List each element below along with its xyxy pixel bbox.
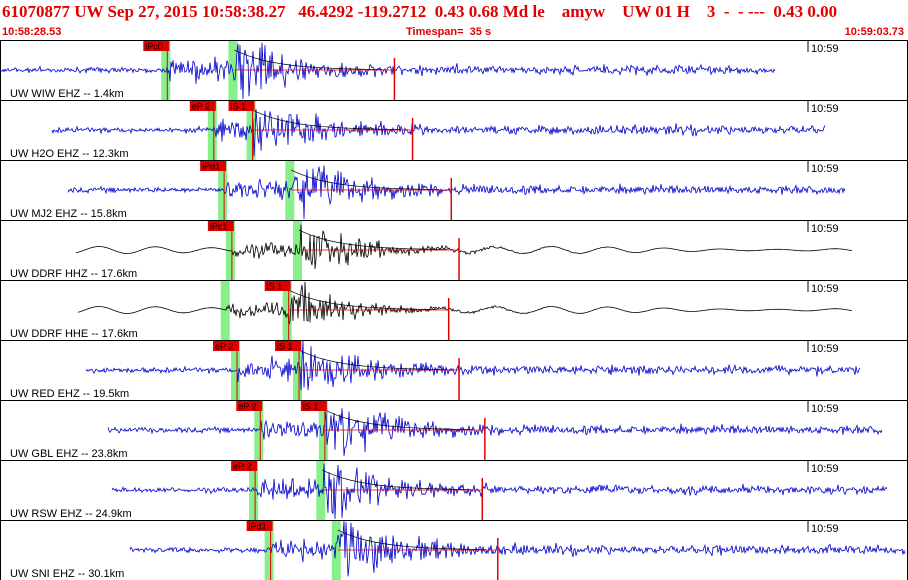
coda-curve [288,289,437,310]
pick-label: iPc0 [145,42,163,52]
station-label: UW DDRF HHZ -- 17.6km [10,268,137,280]
time-tick-label: 10:59 [811,163,839,175]
pick-flag[interactable] [236,401,263,411]
pick-flag[interactable] [207,221,234,231]
trace-panel[interactable]: eP 2 iS 1 10:59 UW GBL EHZ -- 23.8km [0,400,908,461]
trace-panel[interactable]: eP 2 10:59 UW RSW EHZ -- 24.9km [0,460,908,521]
waveform [75,224,853,270]
pick-flag[interactable] [231,461,258,471]
waveform [51,109,826,157]
waveform [111,463,888,520]
trace-panel[interactable]: iS 1 10:59 UW DDRF HHE -- 17.6km [0,280,908,341]
pick-flag[interactable] [228,101,255,111]
pick-window [264,521,274,580]
pick-label: iS 1 [277,342,293,352]
pick-label: iS 1 [267,282,283,292]
waveform [77,281,853,325]
pick-window [331,521,341,580]
pick-flag[interactable] [275,341,302,351]
pick-window [293,341,303,400]
station-label: UW MJ2 EHZ -- 15.8km [10,208,127,220]
pick-label: iS 1 [303,402,319,412]
pick-flag[interactable] [246,521,273,531]
pick-label: iS 1 [231,102,247,112]
waveform [0,42,776,100]
waveform [67,165,846,220]
pick-window [220,281,230,340]
pick-label: eP 2 [192,102,210,112]
waveform [85,340,861,391]
pick-flag[interactable] [213,341,240,351]
pick-flag[interactable] [189,101,216,111]
time-tick-label: 10:59 [811,403,839,415]
coda-curve [298,349,447,370]
trace-panel[interactable]: iPd1 10:59 UW MJ2 EHZ -- 15.8km [0,160,908,221]
start-time: 10:58:28.53 [2,26,62,38]
trace-panel[interactable]: iPc1 10:59 UW DDRF HHZ -- 17.6km [0,220,908,281]
time-tick-label: 10:59 [811,103,839,115]
station-label: UW WIW EHZ -- 1.4km [10,88,124,100]
coda-curve [324,409,473,430]
coda-curve [337,529,486,550]
event-header: 61070877 UW Sep 27, 2015 10:58:38.27 46.… [0,0,908,40]
timespan-label: Timespan= 35 s [406,26,492,38]
coda-curve [322,469,471,490]
time-tick-label: 10:59 [811,343,839,355]
trace-panel[interactable]: iPd1 10:59 UW SNI EHZ -- 30.1km [0,520,908,580]
time-tick-label: 10:59 [811,523,839,535]
time-tick-label: 10:59 [811,43,839,55]
pick-flag[interactable] [264,281,291,291]
waveform [107,408,883,456]
station-label: UW RED EHZ -- 19.5km [10,388,129,400]
pick-flag[interactable] [143,41,170,51]
station-label: UW H2O EHZ -- 12.3km [10,148,129,160]
station-label: UW GBL EHZ -- 23.8km [10,448,128,460]
pick-window [218,161,228,220]
seismogram-panels[interactable]: iPc0 10:59 UW WIW EHZ -- 1.4km eP 2 iS 1 10:5… [0,40,908,580]
coda-curve [291,169,440,190]
pick-label: iPc1 [210,222,228,232]
pick-window [282,281,292,340]
pick-label: eP 2 [215,342,233,352]
pick-label: eP 2 [233,462,251,472]
time-tick-label: 10:59 [811,283,839,295]
coda-curve [234,49,383,70]
trace-panel[interactable]: iPc0 10:59 UW WIW EHZ -- 1.4km [0,40,908,101]
pick-label: iPd1 [202,162,220,172]
coda-curve [252,109,401,130]
pick-window [316,461,326,520]
pick-label: eP 2 [238,402,256,412]
time-tick-label: 10:59 [811,223,839,235]
station-label: UW RSW EHZ -- 24.9km [10,508,132,520]
pick-flag[interactable] [200,161,227,171]
waveform [129,520,906,577]
trace-panel[interactable]: eP 2 iS 1 10:59 UW H2O EHZ -- 12.3km [0,100,908,161]
station-label: UW DDRF HHE -- 17.6km [10,328,138,340]
pick-flag[interactable] [300,401,327,411]
event-title: 61070877 UW Sep 27, 2015 10:58:38.27 46.… [2,2,838,21]
pick-label: iPd1 [249,522,267,532]
station-label: UW SNI EHZ -- 30.1km [10,568,124,580]
pick-window [254,401,264,460]
coda-curve [298,229,447,250]
pick-window [161,41,171,100]
time-tick-label: 10:59 [811,463,839,475]
trace-panel[interactable]: eP 2 iS 1 10:59 UW RED EHZ -- 19.5km [0,340,908,401]
end-time: 10:59:03.73 [844,26,904,38]
